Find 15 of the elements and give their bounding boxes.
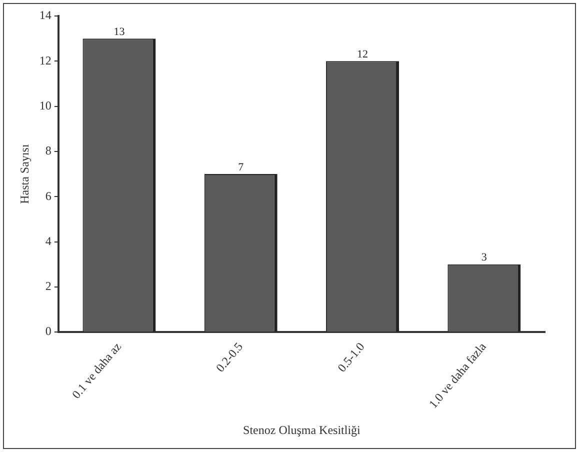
data-label: 3 [481,252,488,264]
y-tick-label: 6 [45,188,52,203]
y-tick-label: 8 [45,144,52,158]
y-tick-label: 14 [39,8,52,22]
data-label: 7 [238,161,244,174]
data-label: 12 [357,48,368,61]
y-tick-label: 4 [45,234,52,248]
y-tick-label: 2 [45,279,52,294]
y-tick-label: 0 [45,324,52,338]
y-tick-label: 12 [39,53,52,68]
y-axis-title: Hasta Sayısı [17,144,32,204]
y-tick-label: 10 [39,98,52,112]
data-label: 13 [114,26,126,38]
x-tick-label: 0.1 ve daha az [69,340,124,402]
x-axis-title: Stenoz Oluşma Kesitliği [243,422,362,437]
